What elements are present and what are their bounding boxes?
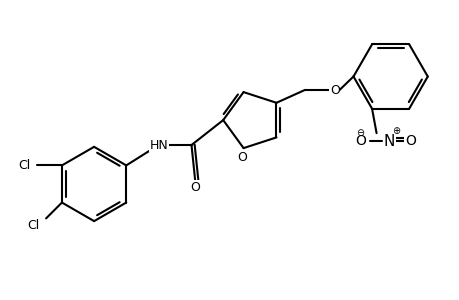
- Text: O: O: [404, 134, 415, 148]
- Text: ⊖: ⊖: [355, 128, 364, 138]
- Text: O: O: [329, 84, 339, 97]
- Text: O: O: [190, 181, 200, 194]
- Text: O: O: [354, 134, 365, 148]
- Text: O: O: [237, 151, 247, 164]
- Text: ⊕: ⊕: [392, 126, 400, 136]
- Text: HN: HN: [149, 139, 168, 152]
- Text: N: N: [383, 134, 394, 149]
- Text: Cl: Cl: [27, 219, 39, 232]
- Text: Cl: Cl: [18, 159, 30, 172]
